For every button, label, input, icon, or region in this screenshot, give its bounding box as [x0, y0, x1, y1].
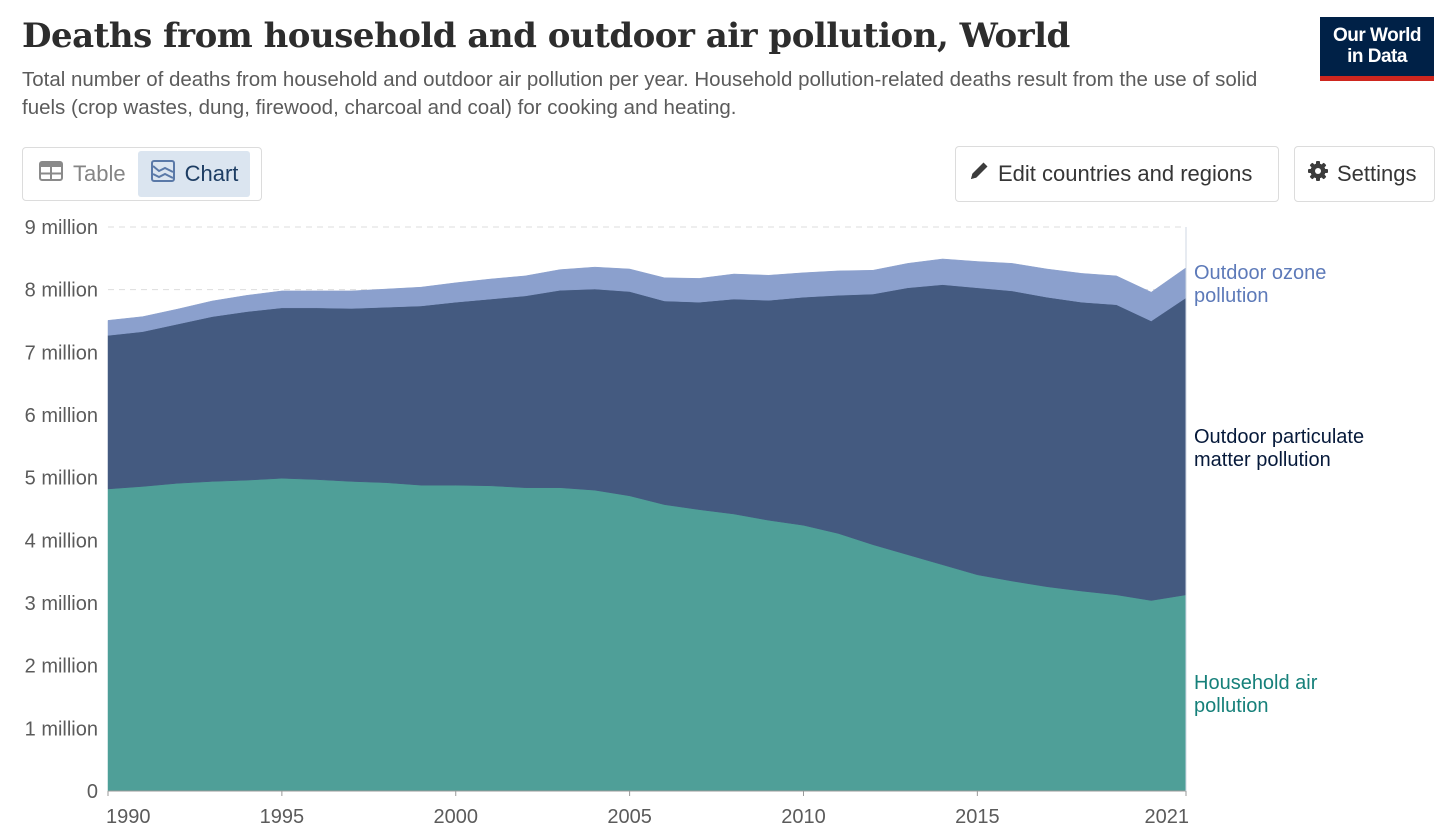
y-tick-label: 0: [87, 781, 98, 803]
series-label-ozone[interactable]: Outdoor ozone pollution: [1194, 262, 1326, 308]
series-label-household[interactable]: Household air pollution: [1194, 672, 1317, 718]
settings-button[interactable]: Settings: [1294, 146, 1435, 202]
edit-countries-label: Edit countries and regions: [998, 161, 1253, 186]
y-tick-label: 5 million: [25, 468, 98, 490]
x-tick-label: 2010: [781, 806, 826, 828]
view-tabs: Table Chart: [22, 147, 262, 201]
series-label-line: pollution: [1194, 285, 1269, 307]
chart-title: Deaths from household and outdoor air po…: [22, 16, 1070, 56]
table-icon: [39, 161, 63, 187]
y-tick-label: 6 million: [25, 405, 98, 427]
series-label-line: pollution: [1194, 695, 1269, 717]
tab-chart[interactable]: Chart: [137, 151, 251, 197]
series-label-particulate[interactable]: Outdoor particulate matter pollution: [1194, 426, 1364, 472]
y-tick-label: 7 million: [25, 342, 98, 364]
y-tick-label: 9 million: [25, 217, 98, 239]
series-label-line: Household air: [1194, 672, 1318, 694]
y-tick-label: 4 million: [25, 530, 98, 552]
gear-icon: [1307, 160, 1329, 188]
series-label-line: Outdoor particulate: [1194, 426, 1365, 448]
logo-line-2: in Data: [1347, 45, 1407, 67]
settings-label: Settings: [1337, 161, 1417, 186]
axes: 0 1 million 2 million 3 million 4 million 5 m…: [25, 217, 1189, 828]
tab-chart-label: Chart: [184, 161, 239, 186]
tab-table[interactable]: Table: [26, 151, 138, 197]
stacked-areas: [107, 258, 1187, 792]
edit-countries-button[interactable]: Edit countries and regions: [955, 146, 1279, 202]
y-tick-label: 3 million: [25, 593, 98, 615]
logo-line-1: Our World: [1332, 24, 1422, 46]
x-tick-label: 2015: [955, 806, 1000, 828]
y-tick-label: 1 million: [25, 718, 98, 740]
x-tick-label: 2021: [1145, 806, 1190, 828]
chart-subtitle: Total number of deaths from household an…: [22, 68, 1258, 119]
x-tick-label: 2000: [433, 806, 478, 828]
area-chart-icon: [150, 160, 175, 188]
y-tick-label: 8 million: [25, 280, 98, 302]
owid-logo[interactable]: Our World in Data: [1320, 17, 1434, 81]
x-tick-label: 2005: [607, 806, 652, 828]
tab-table-label: Table: [73, 161, 126, 186]
series-label-line: matter pollution: [1194, 449, 1331, 471]
x-tick-label: 1990: [106, 806, 151, 828]
series-label-line: Outdoor ozone: [1194, 262, 1327, 284]
x-tick-label: 1995: [260, 806, 305, 828]
pencil-icon: [968, 160, 990, 188]
y-tick-label: 2 million: [25, 656, 98, 678]
